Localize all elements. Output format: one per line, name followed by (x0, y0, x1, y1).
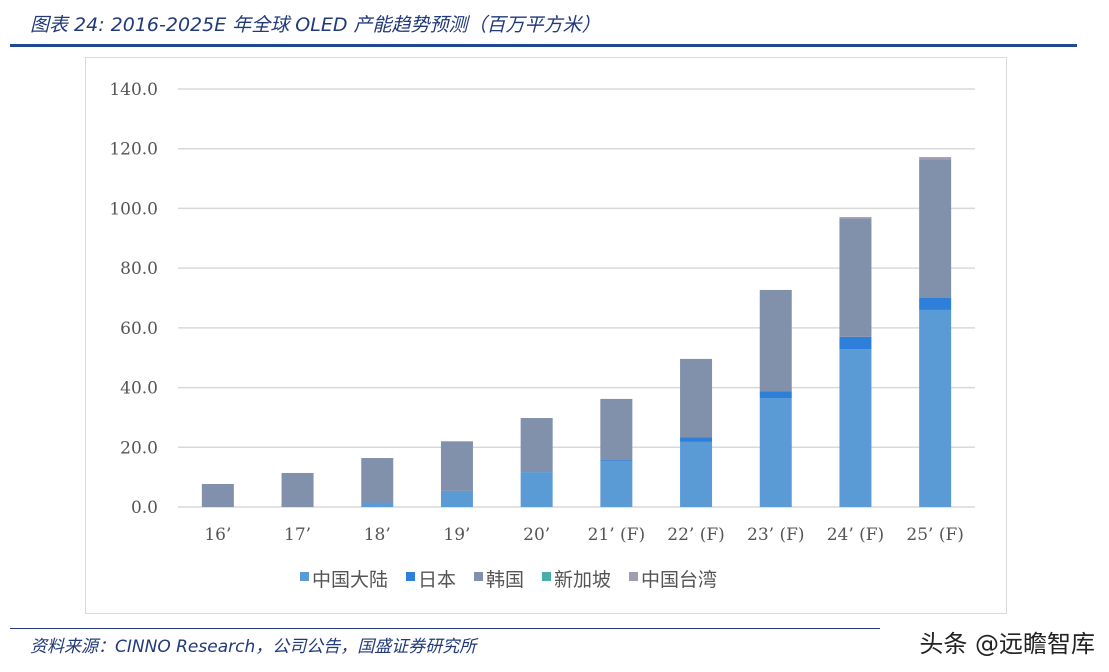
bar-segment (759, 398, 792, 507)
bar-segment (839, 218, 872, 337)
source-divider (10, 628, 880, 629)
watermark: 头条 @远瞻智库 (919, 630, 1095, 658)
x-tick-label: 18’ (364, 525, 391, 545)
legend-label: 新加坡 (554, 569, 611, 591)
legend-swatch (300, 572, 309, 581)
x-tick-label: 22’ (F) (667, 525, 725, 545)
y-tick-label: 0.0 (131, 498, 158, 518)
bar-segment (839, 217, 872, 219)
chart-frame (85, 57, 1007, 614)
x-tick-label: 19’ (443, 525, 470, 545)
bar-segment (361, 458, 394, 503)
y-tick-label: 60.0 (120, 319, 158, 339)
bar-segment (520, 472, 553, 507)
figure-title: 图表 24: 2016-2025E 年全球 OLED 产能趋势预测（百万平方米） (30, 14, 601, 36)
y-tick-label: 40.0 (120, 379, 158, 399)
y-tick-label: 100.0 (109, 199, 158, 219)
bar-segment (520, 418, 553, 473)
legend-swatch (629, 572, 638, 581)
bar-segment (759, 391, 792, 399)
bar-segment (440, 441, 473, 491)
y-tick-label: 20.0 (120, 438, 158, 458)
bar-segment (919, 309, 952, 507)
x-tick-label: 25’ (F) (906, 525, 964, 545)
x-tick-label: 17’ (284, 525, 311, 545)
x-tick-label: 21’ (F) (588, 525, 646, 545)
legend-swatch (474, 572, 483, 581)
x-tick-label: 24’ (F) (827, 525, 885, 545)
bar-segment (600, 461, 633, 507)
bar-segment (759, 289, 792, 392)
legend-label: 中国大陆 (312, 569, 388, 591)
x-tick-label: 16’ (204, 525, 231, 545)
legend-swatch (542, 572, 551, 581)
y-tick-label: 140.0 (109, 80, 158, 100)
bar-segment (281, 472, 314, 507)
x-tick-label: 23’ (F) (747, 525, 805, 545)
bar-segment (440, 490, 473, 507)
bar-segment (919, 157, 952, 160)
bar-segment (361, 502, 394, 507)
legend-label: 韩国 (486, 569, 524, 591)
legend-swatch (406, 572, 415, 581)
x-tick-label: 20’ (523, 525, 550, 545)
y-tick-label: 80.0 (120, 259, 158, 279)
title-divider (10, 44, 1077, 47)
bar-segment (680, 437, 713, 442)
bar-segment (839, 336, 872, 350)
bar-segment (919, 159, 952, 298)
legend-label: 日本 (418, 569, 456, 591)
bar-segment (600, 460, 633, 462)
y-tick-label: 120.0 (109, 140, 158, 160)
bar-segment (600, 398, 633, 461)
bar-segment (680, 441, 713, 507)
bar-segment (201, 484, 234, 507)
legend-label: 中国台湾 (641, 569, 717, 591)
bar-segment (919, 298, 952, 310)
bar-segment (839, 349, 872, 507)
source-note: 资料来源：CINNO Research，公司公告，国盛证券研究所 (30, 637, 477, 657)
bar-segment (680, 358, 713, 438)
